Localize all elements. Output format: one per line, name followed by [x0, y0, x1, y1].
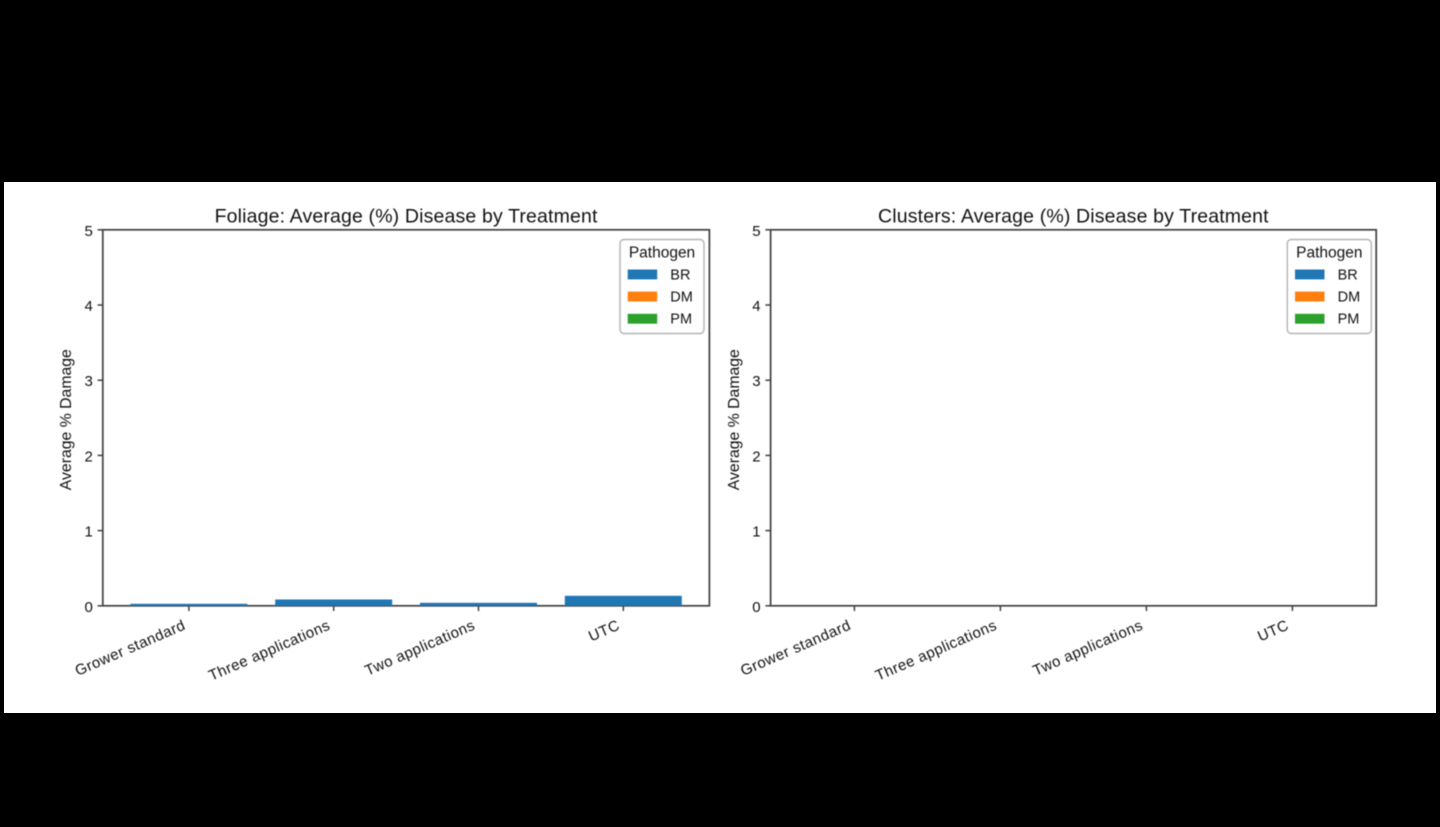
svg-text:Two applications: Two applications: [1030, 617, 1145, 680]
svg-text:DM: DM: [1338, 290, 1361, 306]
svg-text:0: 0: [752, 599, 760, 616]
svg-text:BR: BR: [1338, 267, 1358, 283]
svg-text:5: 5: [752, 223, 760, 240]
svg-text:PM: PM: [670, 312, 692, 328]
svg-text:UTC: UTC: [1255, 617, 1291, 645]
svg-text:BR: BR: [670, 267, 690, 283]
svg-text:UTC: UTC: [586, 617, 622, 645]
svg-text:0: 0: [84, 599, 92, 616]
svg-text:Pathogen: Pathogen: [1296, 244, 1362, 261]
svg-text:Clusters: Average (%) Disease: Clusters: Average (%) Disease by Treatme…: [878, 206, 1269, 228]
svg-text:Foliage: Average (%) Disease b: Foliage: Average (%) Disease by Treatmen…: [215, 206, 598, 228]
svg-text:Pathogen: Pathogen: [629, 244, 695, 261]
svg-text:1: 1: [84, 524, 92, 541]
svg-text:2: 2: [84, 448, 92, 465]
svg-text:Two applications: Two applications: [363, 617, 478, 680]
svg-text:3: 3: [84, 373, 92, 390]
svg-text:3: 3: [752, 373, 760, 390]
svg-text:Average % Damage: Average % Damage: [58, 349, 75, 490]
svg-text:Grower standard: Grower standard: [73, 617, 188, 680]
svg-text:1: 1: [752, 524, 760, 541]
svg-text:DM: DM: [670, 290, 693, 306]
svg-text:5: 5: [84, 223, 92, 240]
svg-text:Grower standard: Grower standard: [738, 617, 853, 680]
svg-text:2: 2: [752, 448, 760, 465]
svg-text:PM: PM: [1338, 312, 1360, 328]
svg-text:4: 4: [752, 298, 760, 315]
svg-text:4: 4: [84, 298, 92, 315]
svg-text:Three applications: Three applications: [873, 617, 1000, 685]
svg-text:Three applications: Three applications: [206, 617, 333, 685]
svg-text:Average % Damage: Average % Damage: [726, 349, 743, 490]
